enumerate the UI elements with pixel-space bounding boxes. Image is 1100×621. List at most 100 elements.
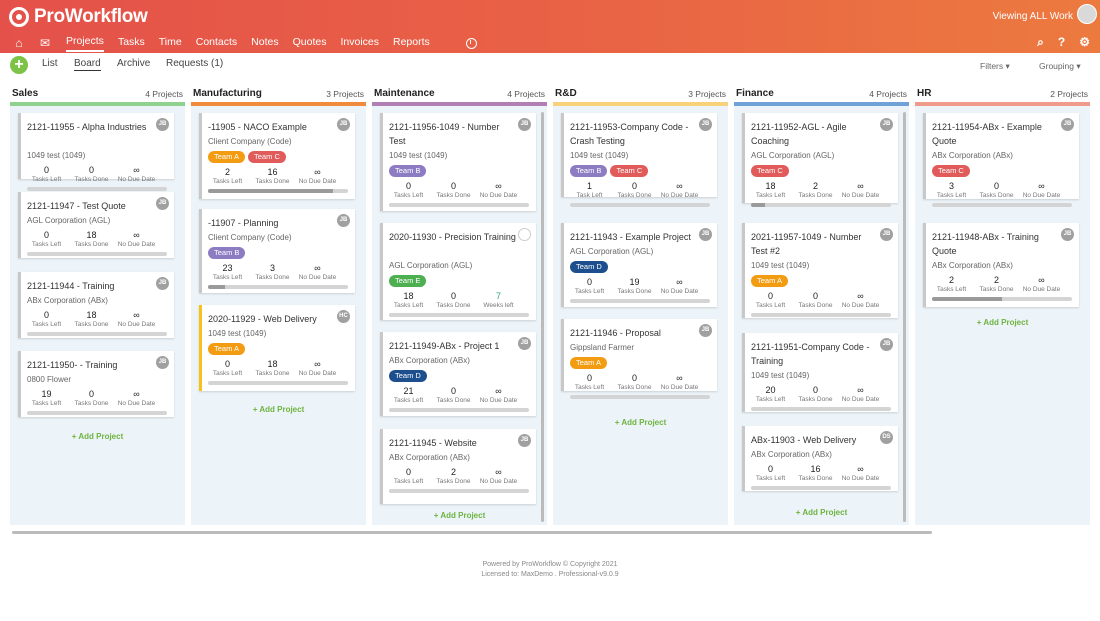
assignee-badge[interactable]: JB [337, 118, 350, 131]
assignee-badge[interactable]: JB [518, 337, 531, 350]
nav-quotes[interactable]: Quotes [292, 35, 327, 48]
nav-reports[interactable]: Reports [393, 35, 430, 48]
project-title[interactable]: 2121-11944 - Training [27, 281, 115, 291]
project-card[interactable]: 2121-11952-AGL - Agile Coaching JB AGL Cor… [742, 113, 898, 207]
nav-invoices[interactable]: Invoices [340, 35, 379, 48]
project-card[interactable]: 2121-11951-Company Code - Training JB 1049… [742, 333, 898, 412]
add-project-link[interactable]: + Add Project [433, 511, 486, 520]
nav-projects[interactable]: Projects [66, 35, 104, 52]
project-card[interactable]: -11907 - Planning JB Client Company (Code)… [199, 209, 355, 293]
assignee-badge[interactable]: JB [699, 324, 712, 337]
mail-icon[interactable]: ✉ [39, 36, 51, 50]
tab-list[interactable]: List [42, 58, 58, 69]
assignee-badge[interactable]: JB [880, 338, 893, 351]
assignee-badge[interactable]: JB [518, 434, 531, 447]
team-tag[interactable]: Team C [248, 151, 286, 163]
project-card[interactable]: 2121-11949-ABx - Project 1 JB ABx Corporat… [380, 332, 536, 416]
assignee-badge[interactable]: JB [880, 118, 893, 131]
team-tag[interactable]: Team B [570, 165, 608, 177]
project-card[interactable]: 2121-11944 - Training JB ABx Corporation (… [18, 272, 174, 338]
project-title[interactable]: 2121-11952-AGL - Agile Coaching [751, 122, 847, 146]
project-title[interactable]: 2021-11957-1049 - Number Test #2 [751, 232, 862, 256]
project-card[interactable]: 2121-11950- - Training JB 0800 Flower 19 Tas… [18, 351, 174, 417]
filters-dropdown[interactable]: Filters ▾ [980, 61, 1010, 71]
viewing-filter[interactable]: Viewing ALL Work [992, 11, 1073, 22]
add-project-link[interactable]: + Add Project [252, 405, 305, 414]
assignee-badge[interactable]: JB [699, 118, 712, 131]
project-title[interactable]: 2121-11951-Company Code - Training [751, 342, 870, 366]
project-card[interactable]: 2121-11943 - Example Project JB AGL Corpor… [561, 223, 717, 307]
proworkflow-logo[interactable]: ProWorkflow [9, 6, 148, 28]
project-card[interactable]: 2121-11953-Company Code - Crash Testing J… [561, 113, 717, 207]
assignee-badge[interactable]: JB [518, 118, 531, 131]
assignee-badge[interactable]: JB [337, 214, 350, 227]
project-card[interactable]: 2121-11945 - Website JB ABx Corporation (A… [380, 429, 536, 504]
add-project-link[interactable]: + Add Project [614, 418, 667, 427]
grouping-dropdown[interactable]: Grouping ▾ [1039, 61, 1081, 71]
assignee-badge[interactable]: JB [880, 228, 893, 241]
project-card[interactable]: 2121-11954-ABx - Example Quote JB ABx Corp… [923, 113, 1079, 207]
column-scrollbar[interactable] [903, 112, 906, 522]
tab-board[interactable]: Board [74, 58, 101, 71]
team-tag[interactable]: Team B [208, 247, 246, 259]
project-title[interactable]: -11905 - NACO Example [208, 122, 307, 132]
timer-clock-icon[interactable] [465, 37, 477, 49]
project-title[interactable]: 2121-11945 - Website [389, 438, 477, 448]
column-scrollbar[interactable] [541, 112, 544, 522]
project-title[interactable]: 2121-11950- - Training [27, 360, 118, 370]
team-tag[interactable]: Team B [389, 165, 427, 177]
nav-time[interactable]: Time [158, 35, 182, 48]
nav-tasks[interactable]: Tasks [117, 35, 145, 48]
assignee-badge[interactable]: JB [1061, 228, 1074, 241]
project-title[interactable]: 2121-11954-ABx - Example Quote [932, 122, 1042, 146]
assignee-badge[interactable]: JB [156, 197, 169, 210]
assignee-badge[interactable]: JB [156, 356, 169, 369]
add-project-link[interactable]: + Add Project [71, 432, 124, 441]
project-title[interactable]: 2020-11930 - Precision Training [389, 232, 516, 242]
team-tag[interactable]: Team C [610, 165, 649, 177]
project-card[interactable]: 2020-11929 - Web Delivery HC 1049 test (10… [199, 305, 355, 391]
nav-notes[interactable]: Notes [251, 35, 279, 48]
nav-contacts[interactable]: Contacts [195, 35, 238, 48]
project-card[interactable]: 2121-11955 - Alpha Industries JB 1049 test… [18, 113, 174, 191]
project-title[interactable]: 2020-11929 - Web Delivery [208, 314, 317, 324]
tab-requests[interactable]: Requests (1) [166, 58, 223, 69]
gear-icon[interactable]: ⚙ [1079, 35, 1090, 49]
assignee-badge[interactable] [518, 228, 531, 241]
project-card[interactable]: 2121-11947 - Test Quote JB AGL Corporation… [18, 192, 174, 258]
project-title[interactable]: 2121-11943 - Example Project [570, 232, 691, 242]
project-title[interactable]: 2121-11947 - Test Quote [27, 201, 126, 211]
user-avatar[interactable] [1077, 4, 1097, 24]
assignee-badge[interactable]: JB [156, 118, 169, 131]
assignee-badge[interactable]: JB [156, 277, 169, 290]
project-card[interactable]: 2121-11946 - Proposal JB Gippsland Farmer T… [561, 319, 717, 399]
project-title[interactable]: 2121-11956-1049 - Number Test [389, 122, 500, 146]
team-tag[interactable]: Team C [751, 165, 789, 177]
add-project-link[interactable]: + Add Project [795, 508, 848, 517]
project-title[interactable]: 2121-11946 - Proposal [570, 328, 661, 338]
add-project-button[interactable]: + [10, 56, 28, 74]
project-card[interactable]: ABx-11903 - Web Delivery DS ABx Corporatio… [742, 426, 898, 491]
project-title[interactable]: ABx-11903 - Web Delivery [751, 435, 857, 445]
search-icon[interactable]: ⌕ [1037, 35, 1044, 49]
help-icon[interactable]: ? [1057, 35, 1066, 49]
project-title[interactable]: 2121-11949-ABx - Project 1 [389, 341, 500, 351]
team-tag[interactable]: Team D [570, 261, 608, 273]
assignee-badge[interactable]: JB [699, 228, 712, 241]
team-tag[interactable]: Team E [389, 275, 427, 287]
team-tag[interactable]: Team A [570, 357, 608, 369]
project-title[interactable]: 2121-11955 - Alpha Industries [27, 122, 147, 132]
project-title[interactable]: 2121-11953-Company Code - Crash Testing [570, 122, 689, 146]
project-card[interactable]: -11905 - NACO Example JB Client Company (C… [199, 113, 355, 199]
home-icon[interactable]: ⌂ [15, 36, 23, 50]
board-horizontal-scrollbar[interactable] [12, 531, 932, 534]
assignee-badge[interactable]: JB [1061, 118, 1074, 131]
project-card[interactable]: 2121-11948-ABx - Training Quote JB ABx Cor… [923, 223, 1079, 307]
team-tag[interactable]: Team A [208, 343, 246, 355]
project-card[interactable]: 2020-11930 - Precision Training AGL Corpo… [380, 223, 536, 320]
team-tag[interactable]: Team C [932, 165, 970, 177]
assignee-badge[interactable]: DS [880, 431, 893, 444]
team-tag[interactable]: Team D [389, 370, 427, 382]
project-title[interactable]: -11907 - Planning [208, 218, 279, 228]
team-tag[interactable]: Team A [751, 275, 789, 287]
